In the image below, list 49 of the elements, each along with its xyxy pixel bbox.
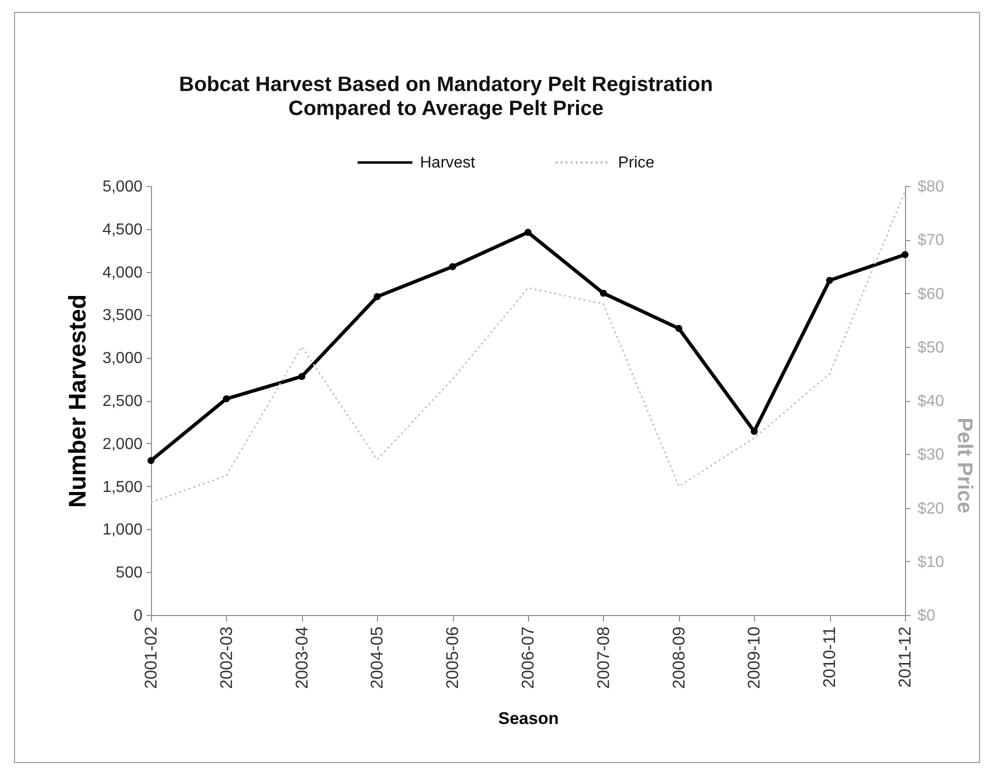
point	[449, 263, 456, 270]
x-tick-label: 2006-07	[518, 626, 538, 689]
y-tick-label: 4,000	[102, 264, 143, 282]
y2-tick-label: $80	[918, 178, 944, 196]
y-tick-label: 1,000	[102, 522, 143, 539]
point	[901, 251, 909, 258]
x-tick-label: 2003-04	[292, 626, 312, 689]
x-tick-label: 2009-10	[744, 626, 764, 689]
x-tick-label: 2004-05	[368, 626, 387, 689]
y-axis-title: Number Harvested	[64, 294, 92, 508]
y2-tick-label: $70	[918, 232, 944, 250]
y2-tick-label: $50	[918, 339, 944, 356]
x-tick-label: 2010-11	[820, 626, 840, 688]
y-tick-label: 3,500	[102, 307, 143, 324]
x-tick-label: 2001-02	[142, 626, 160, 689]
y-tick-label: 2,500	[102, 393, 143, 410]
point	[222, 395, 230, 402]
x-tick-label: 2005-06	[443, 626, 462, 689]
y-tick-label: 0	[134, 608, 143, 624]
y2-tick-label: $60	[918, 286, 944, 303]
y2-tick-label: $30	[918, 446, 944, 464]
y-tick-label: 1,500	[102, 478, 143, 496]
chart-title: Bobcat Harvest Based on Mandatory Pelt Registration Compared to Average Pelt Price	[179, 73, 713, 120]
y2-tick-label: $10	[918, 554, 944, 571]
x-tick-label: 2011-12	[896, 626, 914, 688]
y2-tick-label: $20	[918, 500, 944, 518]
y2-tick-label: $0	[918, 608, 936, 624]
y2-axis-title: Pelt Price	[953, 418, 976, 514]
y-tick-label: 500	[116, 564, 143, 582]
y-tick-label: 4,500	[102, 221, 143, 238]
y-tick-label: 3,000	[102, 350, 143, 368]
x-axis-title: Season	[498, 708, 559, 728]
y2-tick-label: $40	[918, 393, 944, 410]
legend-label: Harvest	[420, 154, 476, 172]
y-tick-label: 2,000	[102, 436, 143, 453]
point	[147, 457, 155, 464]
line-series	[150, 190, 906, 504]
x-tick-label: 2002-03	[216, 626, 236, 689]
point	[750, 428, 758, 435]
x-tick-label: 2007-08	[594, 626, 613, 689]
point	[826, 276, 834, 284]
point	[298, 372, 306, 380]
point	[600, 290, 607, 297]
point	[675, 324, 682, 332]
x-tick-label: 2008-09	[669, 626, 688, 689]
legend-label: Price	[618, 154, 655, 172]
y-tick-label: 5,000	[102, 178, 143, 196]
point	[524, 228, 532, 236]
point	[374, 293, 381, 300]
